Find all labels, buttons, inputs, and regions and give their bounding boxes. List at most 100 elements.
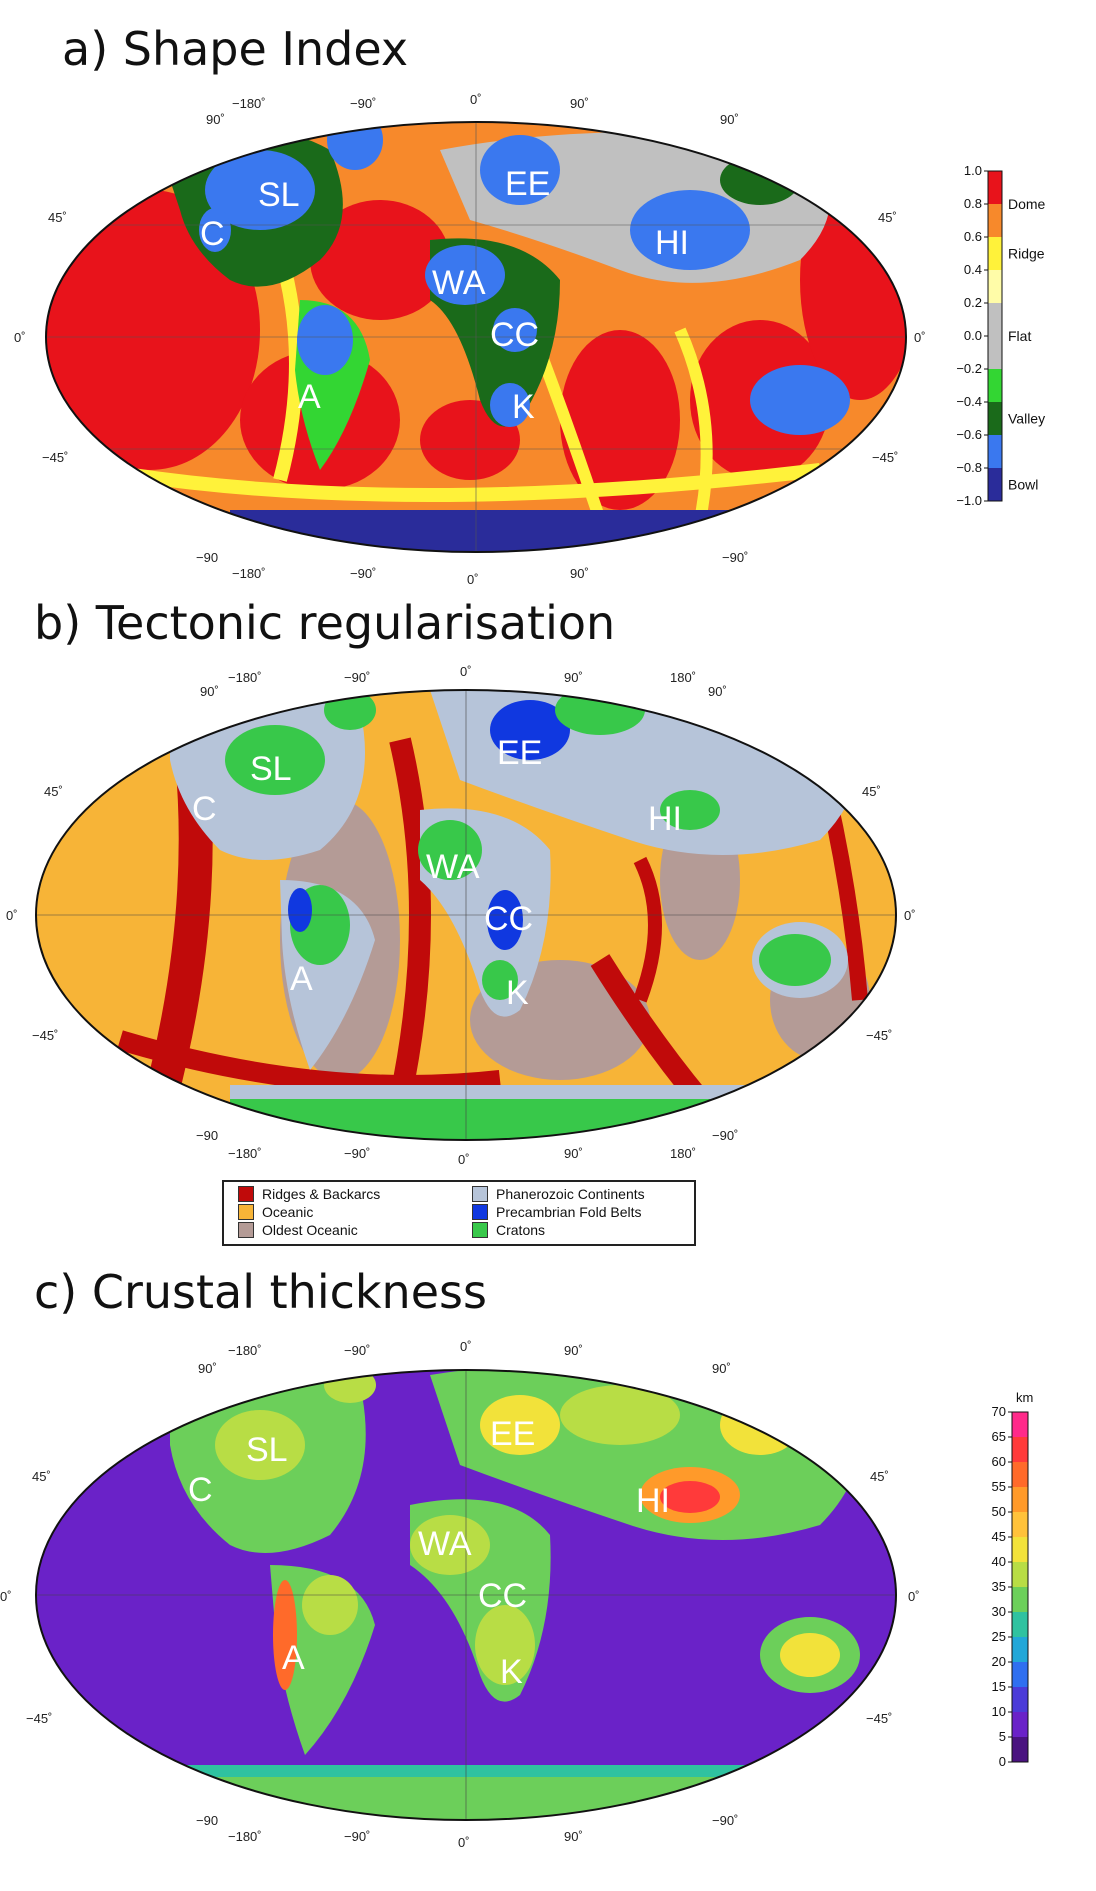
region-label: SL	[246, 1431, 288, 1469]
colorbar-category: Flat	[1008, 328, 1031, 344]
colorbar-category: Ridge	[1008, 246, 1045, 262]
legend-label: Precambrian Fold Belts	[496, 1204, 642, 1220]
legend-item: Oceanic	[238, 1204, 313, 1220]
region-label: C	[200, 215, 225, 253]
corner-label: 90˚	[206, 112, 225, 127]
region-label: K	[506, 974, 529, 1012]
lon-label: 180˚	[670, 670, 696, 685]
lon-label: 0˚	[470, 92, 482, 107]
colorbar-segment	[1012, 1562, 1028, 1588]
corner-label: 90˚	[708, 684, 727, 699]
colorbar-segment	[988, 435, 1002, 469]
colorbar-segment	[988, 237, 1002, 271]
legend-label: Ridges & Backarcs	[262, 1186, 381, 1202]
colorbar-segment	[1012, 1687, 1028, 1713]
region-label: HI	[655, 224, 689, 262]
lat-label: 45˚	[44, 784, 63, 799]
colorbar-segment	[1012, 1512, 1028, 1538]
legend-swatch	[238, 1222, 254, 1238]
lat-label: −45˚	[866, 1028, 892, 1043]
corner-label: −90˚	[712, 1813, 738, 1828]
region-label: HI	[648, 800, 682, 838]
colorbar-tick-label: −0.2	[956, 361, 982, 376]
region-label: EE	[490, 1415, 535, 1453]
legend-swatch	[472, 1186, 488, 1202]
legend-swatch	[238, 1186, 254, 1202]
colorbar-tick-label: −1.0	[956, 493, 982, 508]
lat-label: −45˚	[42, 450, 68, 465]
colorbar-segment	[1012, 1662, 1028, 1688]
colorbar-segment	[1012, 1462, 1028, 1488]
colorbar-tick-label: 30	[992, 1604, 1006, 1619]
legend-item: Oldest Oceanic	[238, 1222, 358, 1238]
lon-label: −180˚	[232, 566, 266, 581]
colorbar-tick-label: 65	[992, 1429, 1006, 1444]
lat-label: 45˚	[878, 210, 897, 225]
corner-label: 90˚	[198, 1361, 217, 1376]
colorbar-tick-label: 20	[992, 1654, 1006, 1669]
region-label: C	[192, 790, 217, 828]
corner-label: 90˚	[200, 684, 219, 699]
colorbar-segment	[1012, 1537, 1028, 1563]
lon-label: −180˚	[232, 96, 266, 111]
lon-label: 90˚	[570, 566, 589, 581]
map-tectonic-regularisation: −180˚ −90˚ 0˚ 90˚ 180˚ 90˚ 90˚ −90 −180˚…	[6, 664, 916, 1167]
corner-label: −90	[196, 1128, 218, 1143]
colorbar-category: Bowl	[1008, 477, 1038, 493]
colorbar-tick-label: −0.4	[956, 394, 982, 409]
region-label: K	[512, 388, 535, 426]
colorbar-segment	[988, 270, 1002, 304]
corner-label: −90˚	[722, 550, 748, 565]
region-label: SL	[258, 176, 300, 214]
colorbar-tick-label: 15	[992, 1679, 1006, 1694]
colorbar-unit: km	[1016, 1390, 1033, 1405]
legend-swatch	[472, 1204, 488, 1220]
lat-label: 0˚	[6, 908, 18, 923]
lat-label: 0˚	[914, 330, 926, 345]
legend-item: Ridges & Backarcs	[238, 1186, 380, 1202]
region-label: SL	[250, 750, 292, 788]
lon-label: 90˚	[564, 1829, 583, 1844]
region-label: HI	[636, 1482, 670, 1520]
colorbar-tick-label: 0.0	[964, 328, 982, 343]
colorbar-tick-label: 60	[992, 1454, 1006, 1469]
lat-label: −45˚	[872, 450, 898, 465]
colorbar-tick-label: 0	[999, 1754, 1006, 1769]
colorbar-tick-label: 0.4	[964, 262, 982, 277]
lon-label: −180˚	[228, 1343, 262, 1358]
lon-label: −90˚	[350, 96, 376, 111]
colorbar-category: Valley	[1008, 411, 1045, 427]
colorbar-tick-label: 10	[992, 1704, 1006, 1719]
lat-label: 0˚	[908, 1589, 920, 1604]
colorbar-segment	[1012, 1487, 1028, 1513]
colorbar-tick-label: 0.6	[964, 229, 982, 244]
legend-label: Oceanic	[262, 1204, 314, 1220]
map-features	[46, 122, 906, 552]
lon-label: −180˚	[228, 1829, 262, 1844]
corner-label: −90˚	[712, 1128, 738, 1143]
colorbar-tick-label: 25	[992, 1629, 1006, 1644]
lat-label: 0˚	[14, 330, 26, 345]
region-label: C	[188, 1471, 213, 1509]
tectonic-legend: Ridges & Backarcs Oceanic Oldest Oceanic…	[222, 1180, 696, 1246]
legend-item: Phanerozoic Continents	[472, 1186, 645, 1202]
colorbar-tick-label: 40	[992, 1554, 1006, 1569]
panel-crustal-thickness: c) Crustal thickness	[0, 1265, 1096, 1891]
colorbar-segment	[1012, 1587, 1028, 1613]
lon-label: −90˚	[350, 566, 376, 581]
lon-label: 0˚	[458, 1152, 470, 1167]
region-label: CC	[484, 900, 533, 938]
region-label: EE	[505, 165, 550, 203]
colorbar-segment	[988, 369, 1002, 403]
lat-label: 0˚	[0, 1589, 12, 1604]
lon-label: 90˚	[570, 96, 589, 111]
lon-label: 90˚	[564, 1343, 583, 1358]
region-label: A	[290, 960, 313, 998]
colorbar-segment	[988, 204, 1002, 238]
region-label: K	[500, 1653, 523, 1691]
lon-label: 0˚	[460, 664, 472, 679]
colorbar-tick-label: 0.2	[964, 295, 982, 310]
region-label: CC	[478, 1577, 527, 1615]
colorbar-tick-label: 5	[999, 1729, 1006, 1744]
